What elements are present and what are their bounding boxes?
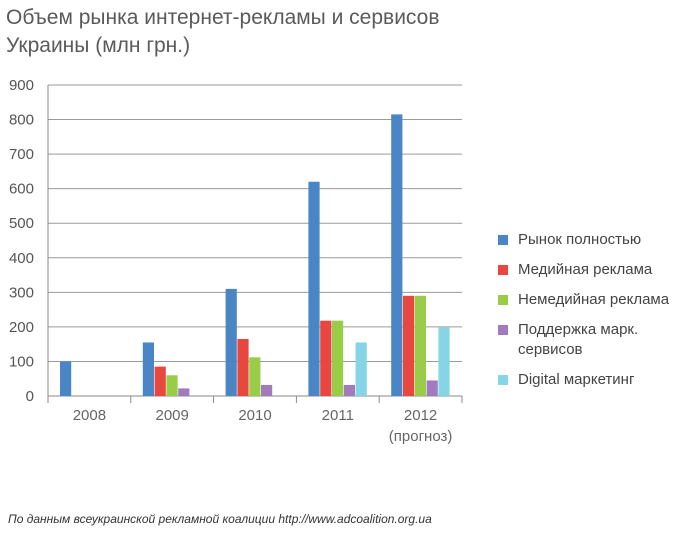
legend-item: Рынок полностью	[498, 230, 674, 250]
y-tick-label: 300	[9, 284, 34, 301]
chart-title: Объем рынка интернет-рекламы и сервисов …	[6, 4, 506, 60]
bar-2012-series-2	[403, 295, 415, 396]
legend-swatch	[498, 265, 508, 275]
source-note: По данным всеукраинской рекламной коалиц…	[8, 512, 432, 526]
y-tick-label: 0	[26, 388, 34, 405]
bar-2009-series-2	[154, 366, 166, 396]
legend-label: Digital маркетинг	[518, 371, 635, 388]
y-tick-label: 900	[9, 77, 34, 94]
legend-label: Медийная реклама	[518, 261, 653, 278]
y-tick-label: 100	[9, 353, 34, 370]
bar-2012-series-3	[414, 295, 426, 396]
bar-2009-series-4	[178, 388, 190, 396]
y-tick-label: 200	[9, 319, 34, 336]
bar-2010-series-4	[261, 384, 273, 396]
legend-item: Медийная реклама	[498, 260, 674, 280]
bar-2012-series-4	[426, 380, 438, 396]
legend-label: Рынок полностью	[518, 231, 642, 248]
bar-2011-series-2	[320, 320, 332, 396]
bar-2011-series-4	[343, 384, 355, 396]
y-tick-label: 600	[9, 181, 34, 198]
chart-title-line-2: Украины (млн грн.)	[6, 34, 191, 57]
x-tick-label: 2008	[73, 407, 106, 424]
y-tick-label: 700	[9, 146, 34, 163]
bar-2011-series-3	[332, 320, 344, 396]
bar-2010-series-3	[249, 357, 261, 396]
chart-title-line-1: Объем рынка интернет-рекламы и сервисов	[6, 6, 440, 29]
y-tick-label: 500	[9, 215, 34, 232]
bar-2010-series-1	[225, 288, 237, 396]
x-tick-sublabel: (прогноз)	[389, 428, 453, 445]
bar-2012-series-5	[438, 327, 450, 396]
y-tick-label: 400	[9, 250, 34, 267]
x-tick-label: 2012	[404, 407, 437, 424]
bar-2009-series-1	[142, 342, 154, 396]
x-tick-label: 2009	[156, 407, 189, 424]
bar-2011-series-5	[355, 342, 367, 396]
legend-swatch	[498, 375, 508, 385]
bar-2012-series-1	[391, 114, 403, 396]
legend: Рынок полностью Медийная реклама Немедийна…	[498, 230, 674, 400]
legend-swatch	[498, 325, 508, 335]
legend-label: Немедийная реклама	[518, 291, 670, 308]
legend-label: Поддержка марк. сервисов	[518, 321, 639, 358]
x-tick-label: 2011	[322, 407, 354, 424]
legend-swatch	[498, 295, 508, 305]
bar-2008-series-1	[60, 361, 72, 396]
legend-item: Немедийная реклама	[498, 290, 674, 310]
bar-2011-series-1	[308, 181, 320, 396]
bar-2009-series-3	[166, 375, 178, 396]
y-tick-label: 800	[9, 112, 34, 129]
legend-item: Digital маркетинг	[498, 370, 674, 390]
legend-item: Поддержка марк. сервисов	[498, 320, 674, 360]
x-tick-label: 2010	[238, 407, 271, 424]
legend-swatch	[498, 235, 508, 245]
bar-2010-series-2	[237, 338, 249, 396]
